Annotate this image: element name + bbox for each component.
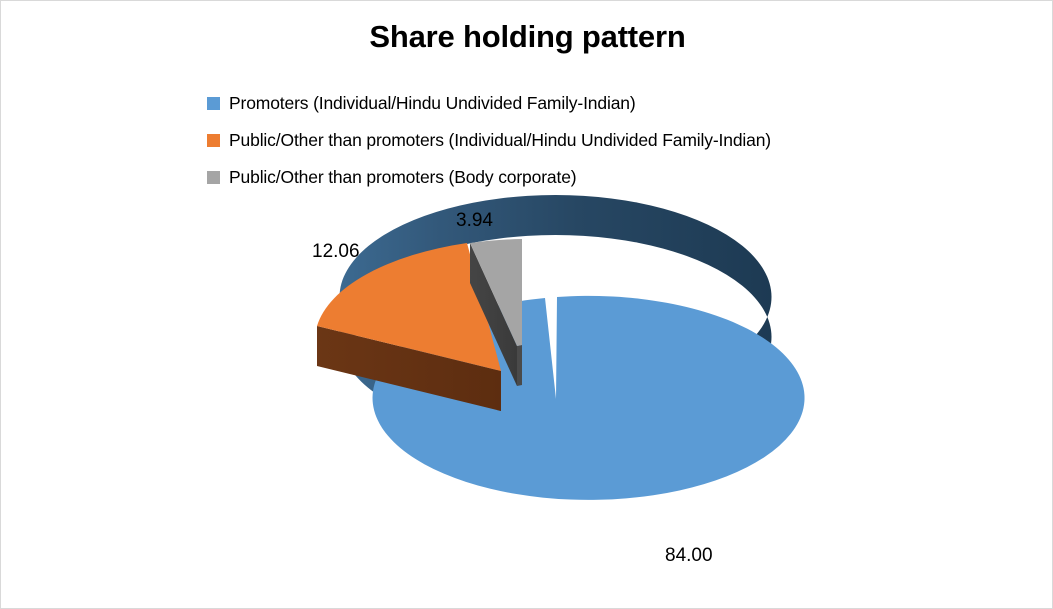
legend-label-public-individual: Public/Other than promoters (Individual/… <box>229 130 771 150</box>
legend-swatch-blue-icon <box>207 97 220 110</box>
pie-slice-public-body-corporate-front <box>517 345 522 386</box>
pie-slice-public-individual-side-edge <box>497 370 501 411</box>
legend-swatch-orange-icon <box>207 134 220 147</box>
pie-slice-public-individual[interactable] <box>317 243 501 411</box>
legend-item-public-body-corporate[interactable]: Public/Other than promoters (Body corpor… <box>207 159 771 196</box>
data-label-public-body-corporate: 3.94 <box>456 210 493 231</box>
legend-label-promoters: Promoters (Individual/Hindu Undivided Fa… <box>229 93 636 113</box>
pie-slice-public-individual-top <box>317 243 501 371</box>
chart-title: Share holding pattern <box>369 19 686 54</box>
chart-legend: Promoters (Individual/Hindu Undivided Fa… <box>207 85 771 196</box>
data-label-public-individual: 12.06 <box>312 241 360 262</box>
legend-item-public-individual[interactable]: Public/Other than promoters (Individual/… <box>207 122 771 159</box>
legend-label-public-body-corporate: Public/Other than promoters (Body corpor… <box>229 167 577 187</box>
pie-slice-public-body-corporate-top <box>470 239 522 346</box>
legend-swatch-gray-icon <box>207 171 220 184</box>
pie-slice-public-body-corporate[interactable] <box>470 239 522 386</box>
legend-item-promoters[interactable]: Promoters (Individual/Hindu Undivided Fa… <box>207 85 771 122</box>
pie-slice-public-individual-side <box>317 326 501 411</box>
pie-slice-public-body-corporate-side <box>470 243 517 386</box>
data-label-promoters: 84.00 <box>665 545 713 566</box>
